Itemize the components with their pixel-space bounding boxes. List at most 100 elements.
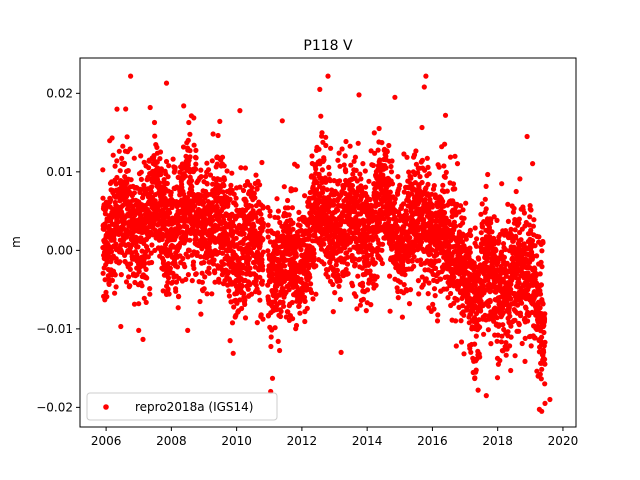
data-point	[131, 155, 137, 161]
data-point	[375, 147, 381, 153]
data-point	[467, 227, 473, 233]
data-point	[158, 166, 164, 172]
data-point	[278, 308, 284, 314]
data-point	[113, 241, 119, 247]
data-point	[434, 318, 441, 324]
data-point	[118, 323, 124, 330]
data-point	[454, 297, 460, 303]
data-point	[117, 168, 123, 174]
data-point	[407, 287, 414, 293]
data-point	[343, 169, 349, 175]
data-point	[542, 311, 548, 317]
data-point	[209, 158, 215, 164]
data-point	[500, 322, 506, 328]
data-point	[326, 171, 332, 177]
data-point	[542, 400, 548, 406]
data-point	[475, 387, 481, 393]
data-point	[451, 274, 457, 280]
data-point	[265, 234, 271, 240]
data-point	[442, 174, 448, 180]
data-point	[237, 297, 243, 303]
data-point	[542, 361, 548, 367]
data-point	[384, 149, 390, 155]
data-point	[190, 259, 197, 265]
data-point	[204, 181, 210, 187]
data-point	[542, 339, 548, 345]
data-point	[537, 371, 543, 377]
data-point	[140, 336, 146, 342]
data-point	[516, 328, 522, 334]
data-point	[183, 276, 189, 282]
data-point	[275, 208, 281, 214]
data-point	[252, 195, 258, 201]
data-point	[225, 236, 231, 242]
data-point	[246, 255, 252, 261]
data-point	[193, 147, 199, 153]
data-point	[290, 316, 296, 322]
data-point	[109, 135, 115, 141]
data-point	[229, 187, 235, 193]
data-point	[387, 273, 393, 279]
data-point	[309, 153, 315, 159]
x-tick-label: 2020	[548, 434, 579, 448]
data-point	[173, 288, 179, 294]
data-point	[185, 254, 191, 260]
data-point	[540, 301, 546, 307]
data-point	[527, 214, 533, 220]
data-point	[258, 312, 264, 318]
data-point	[157, 149, 164, 155]
data-point	[461, 351, 467, 357]
data-point	[193, 235, 199, 241]
data-point	[281, 303, 287, 309]
data-point	[423, 73, 429, 79]
data-point	[350, 171, 356, 177]
data-point	[323, 142, 329, 149]
data-point	[239, 283, 245, 289]
data-point	[126, 274, 132, 280]
data-point	[328, 228, 334, 234]
data-point	[197, 254, 204, 260]
data-point	[103, 289, 109, 295]
data-point	[498, 339, 504, 345]
data-point	[357, 302, 363, 308]
data-point	[370, 162, 376, 168]
data-point	[513, 188, 519, 195]
data-point	[335, 272, 341, 278]
data-point	[389, 158, 395, 164]
data-point	[368, 302, 374, 308]
data-point	[131, 190, 137, 196]
data-point	[226, 293, 232, 299]
data-point	[100, 167, 106, 173]
data-point	[153, 229, 159, 235]
data-point	[316, 146, 322, 152]
data-point	[234, 300, 240, 306]
data-point	[324, 187, 330, 193]
data-point	[257, 297, 263, 303]
data-point	[105, 276, 112, 282]
data-point	[508, 334, 514, 340]
data-point	[441, 163, 447, 169]
data-point	[335, 207, 341, 213]
data-point	[220, 250, 226, 256]
data-point	[539, 264, 545, 270]
data-point	[206, 270, 212, 276]
data-point	[541, 317, 548, 323]
data-point	[473, 367, 479, 373]
data-point	[114, 158, 120, 164]
data-point	[463, 200, 469, 206]
data-point	[313, 263, 319, 269]
data-point	[111, 236, 117, 242]
x-tick-label: 2010	[221, 434, 252, 448]
data-point	[334, 267, 340, 273]
data-point	[143, 299, 149, 305]
data-point	[411, 254, 417, 260]
data-point	[257, 182, 263, 188]
data-point	[421, 84, 427, 90]
data-point	[539, 366, 545, 372]
data-point	[187, 148, 193, 154]
data-point	[151, 119, 158, 126]
data-point	[136, 268, 142, 275]
data-point	[512, 353, 518, 359]
data-point	[201, 200, 207, 206]
